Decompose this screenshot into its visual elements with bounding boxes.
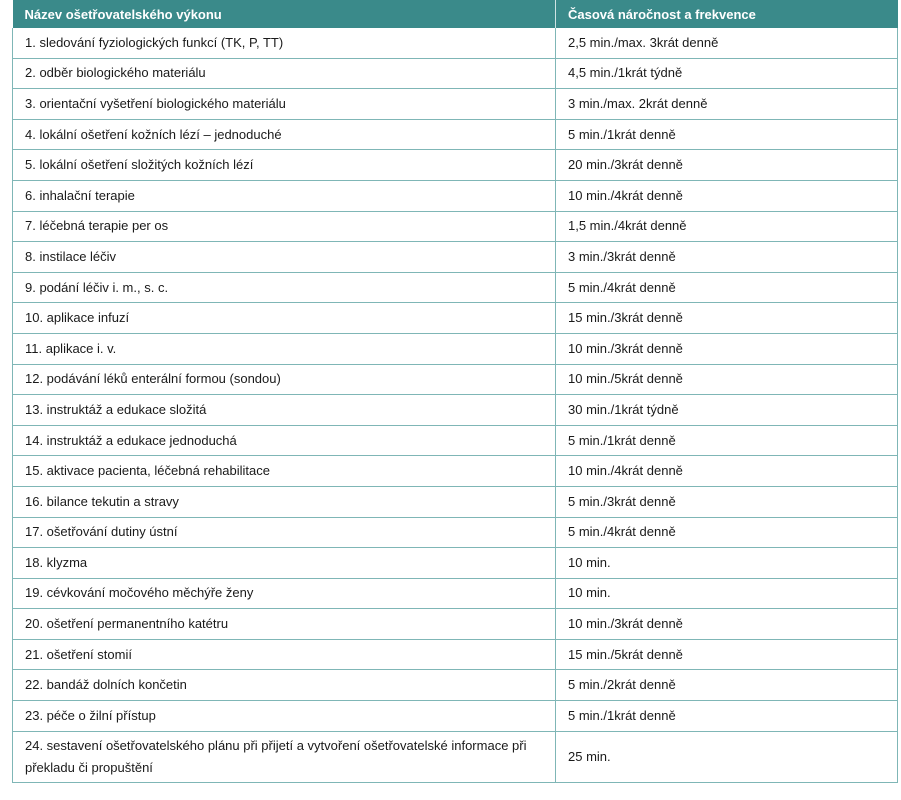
time-frequency-cell: 10 min./3krát denně xyxy=(555,333,898,365)
procedure-name-cell: 6. inhalační terapie xyxy=(12,180,556,212)
table-row: 2. odběr biologického materiálu 4,5 min./… xyxy=(12,58,898,90)
time-frequency-cell: 3 min./3krát denně xyxy=(555,241,898,273)
time-frequency-cell: 30 min./1krát týdně xyxy=(555,394,898,426)
time-frequency-cell: 5 min./1krát denně xyxy=(555,700,898,732)
procedure-name-cell: 17. ošetřování dutiny ústní xyxy=(12,517,556,549)
table-row: 5. lokální ošetření složitých kožních lé… xyxy=(12,149,898,181)
table-row: 1. sledování fyziologických funkcí (TK, … xyxy=(12,28,898,59)
table-row: 23. péče o žilní přístup 5 min./1krát den… xyxy=(12,700,898,732)
procedure-name-cell: 13. instruktáž a edukace složitá xyxy=(12,394,556,426)
procedure-name-cell: 8. instilace léčiv xyxy=(12,241,556,273)
time-frequency-cell: 5 min./1krát denně xyxy=(555,119,898,151)
time-frequency-cell: 15 min./3krát denně xyxy=(555,302,898,334)
table-row: 11. aplikace i. v. 10 min./3krát denně xyxy=(12,333,898,365)
table-row: 20. ošetření permanentního katétru 10 min… xyxy=(12,608,898,640)
procedure-name-cell: 16. bilance tekutin a stravy xyxy=(12,486,556,518)
procedure-name-cell: 15. aktivace pacienta, léčebná rehabilit… xyxy=(12,455,556,487)
table-row: 6. inhalační terapie 10 min./4krát denně xyxy=(12,180,898,212)
procedure-name-cell: 20. ošetření permanentního katétru xyxy=(12,608,556,640)
table-row: 22. bandáž dolních končetin 5 min./2krát … xyxy=(12,669,898,702)
procedure-name-cell: 9. podání léčiv i. m., s. c. xyxy=(12,272,556,304)
time-frequency-cell: 10 min. xyxy=(555,578,898,610)
table-row: 14. instruktáž a edukace jednoduchá 5 min… xyxy=(12,425,898,457)
table-row: 21. ošetření stomií 15 min./5krát denně xyxy=(12,639,898,671)
procedure-name-cell: 4. lokální ošetření kožních lézí – jedno… xyxy=(12,119,556,151)
procedure-name-cell: 24. sestavení ošetřovatelského plánu při… xyxy=(12,731,556,783)
procedure-name-cell: 5. lokální ošetření složitých kožních lé… xyxy=(12,149,556,181)
column-header-time-frequency: Časová náročnost a frekvence xyxy=(555,0,898,28)
time-frequency-cell: 20 min./3krát denně xyxy=(555,149,898,181)
time-frequency-cell: 4,5 min./1krát týdně xyxy=(555,58,898,90)
table-row: 4. lokální ošetření kožních lézí – jedno… xyxy=(12,119,898,151)
procedure-name-cell: 19. cévkování močového měchýře ženy xyxy=(12,578,556,610)
time-frequency-cell: 10 min./4krát denně xyxy=(555,455,898,487)
table-row: 8. instilace léčiv 3 min./3krát denně xyxy=(12,241,898,273)
time-frequency-cell: 5 min./4krát denně xyxy=(555,272,898,304)
table-row: 3. orientační vyšetření biologického mat… xyxy=(12,88,898,120)
procedure-name-cell: 23. péče o žilní přístup xyxy=(12,700,556,732)
table-row: 18. klyzma 10 min. xyxy=(12,547,898,579)
time-frequency-cell: 10 min./3krát denně xyxy=(555,608,898,640)
time-frequency-cell: 10 min./4krát denně xyxy=(555,180,898,212)
table-row: 7. léčebná terapie per os 1,5 min./4krát … xyxy=(12,211,898,243)
header-row: Název ošetřovatelského výkonu Časová nár… xyxy=(12,0,898,28)
table-row: 24. sestavení ošetřovatelského plánu při… xyxy=(12,731,898,783)
time-frequency-cell: 5 min./1krát denně xyxy=(555,425,898,457)
nursing-procedures-table: Název ošetřovatelského výkonu Časová nár… xyxy=(12,0,898,783)
time-frequency-cell: 10 min./5krát denně xyxy=(555,364,898,396)
table-body: 1. sledování fyziologických funkcí (TK, … xyxy=(12,28,898,783)
table-row: 17. ošetřování dutiny ústní 5 min./4krát … xyxy=(12,517,898,549)
table-row: 10. aplikace infuzí 15 min./3krát denně xyxy=(12,302,898,334)
procedure-name-cell: 18. klyzma xyxy=(12,547,556,579)
table-row: 16. bilance tekutin a stravy 5 min./3krát… xyxy=(12,486,898,518)
time-frequency-cell: 5 min./3krát denně xyxy=(555,486,898,518)
time-frequency-cell: 10 min. xyxy=(555,547,898,579)
procedure-name-cell: 2. odběr biologického materiálu xyxy=(12,58,556,90)
procedure-name-cell: 11. aplikace i. v. xyxy=(12,333,556,365)
procedure-name-cell: 14. instruktáž a edukace jednoduchá xyxy=(12,425,556,457)
table-row: 12. podávání léků enterální formou (sond… xyxy=(12,364,898,396)
table-row: 9. podání léčiv i. m., s. c. 5 min./4krát… xyxy=(12,272,898,304)
procedure-name-cell: 1. sledování fyziologických funkcí (TK, … xyxy=(12,28,556,59)
time-frequency-cell: 25 min. xyxy=(555,731,898,783)
time-frequency-cell: 1,5 min./4krát denně xyxy=(555,211,898,243)
table-row: 13. instruktáž a edukace složitá 30 min./… xyxy=(12,394,898,426)
table-row: 15. aktivace pacienta, léčebná rehabilit… xyxy=(12,455,898,487)
time-frequency-cell: 5 min./2krát denně xyxy=(555,669,898,702)
procedure-name-cell: 22. bandáž dolních končetin xyxy=(12,669,556,702)
procedure-name-cell: 21. ošetření stomií xyxy=(12,639,556,671)
procedure-name-cell: 3. orientační vyšetření biologického mat… xyxy=(12,88,556,120)
time-frequency-cell: 15 min./5krát denně xyxy=(555,639,898,671)
column-header-procedure: Název ošetřovatelského výkonu xyxy=(12,0,556,28)
procedure-name-cell: 10. aplikace infuzí xyxy=(12,302,556,334)
table-container: Název ošetřovatelského výkonu Časová nár… xyxy=(12,0,898,783)
time-frequency-cell: 3 min./max. 2krát denně xyxy=(555,88,898,120)
table-header: Název ošetřovatelského výkonu Časová nár… xyxy=(12,0,898,28)
procedure-name-cell: 12. podávání léků enterální formou (sond… xyxy=(12,364,556,396)
table-row: 19. cévkování močového měchýře ženy 10 mi… xyxy=(12,578,898,610)
procedure-name-cell: 7. léčebná terapie per os xyxy=(12,211,556,243)
time-frequency-cell: 2,5 min./max. 3krát denně xyxy=(555,28,898,59)
time-frequency-cell: 5 min./4krát denně xyxy=(555,517,898,549)
